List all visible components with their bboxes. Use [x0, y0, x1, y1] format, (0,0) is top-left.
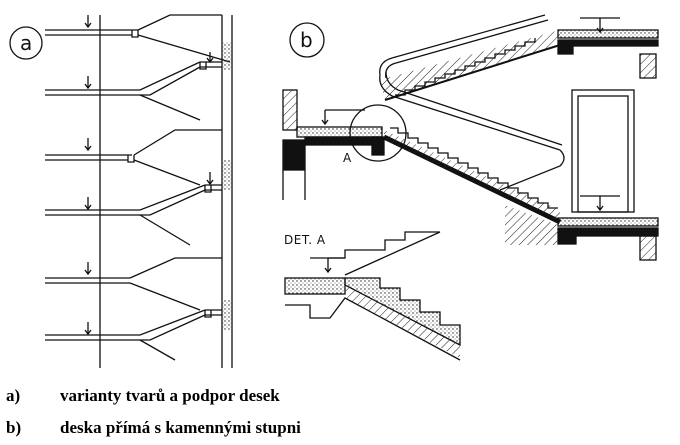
panel-b-door [571, 89, 635, 213]
detail-a-title: DET. A [284, 233, 326, 247]
panel-b-marker-circle [289, 22, 325, 58]
panel-b-lower-flight [382, 127, 562, 225]
caption-a-text: varianty tvarů a podpor desek [60, 386, 280, 405]
panel-b-bottom-floor [505, 195, 659, 261]
panel-a-label: a [20, 31, 32, 55]
caption-b-key: b) [6, 418, 22, 437]
panel-a-variant-3 [45, 257, 222, 361]
panel-b-lower-landing [296, 109, 385, 156]
panel-b: b A [282, 14, 659, 361]
panel-a-variant-2 [45, 129, 222, 246]
caption-a: a) varianty tvarů a podpor desek [6, 386, 280, 406]
caption-b: b) deska přímá s kamennými stupni [6, 418, 301, 438]
detail-a-marker-label: A [343, 151, 352, 165]
panel-a-marker-circle [9, 26, 43, 60]
panel-b-left-wall [282, 89, 306, 200]
detail-a-drawing: DET. A [284, 231, 461, 361]
caption-a-key: a) [6, 386, 21, 405]
panel-b-label: b [300, 28, 313, 52]
panel-b-upper-landing [557, 17, 659, 79]
panel-a-variant-1 [45, 14, 231, 121]
panel-b-upper-flight [380, 30, 561, 101]
panel-a-wall [99, 15, 233, 368]
caption-b-text: deska přímá s kamennými stupni [60, 418, 301, 437]
panel-a: a [9, 14, 233, 368]
panel-b-handrail [379, 14, 565, 191]
